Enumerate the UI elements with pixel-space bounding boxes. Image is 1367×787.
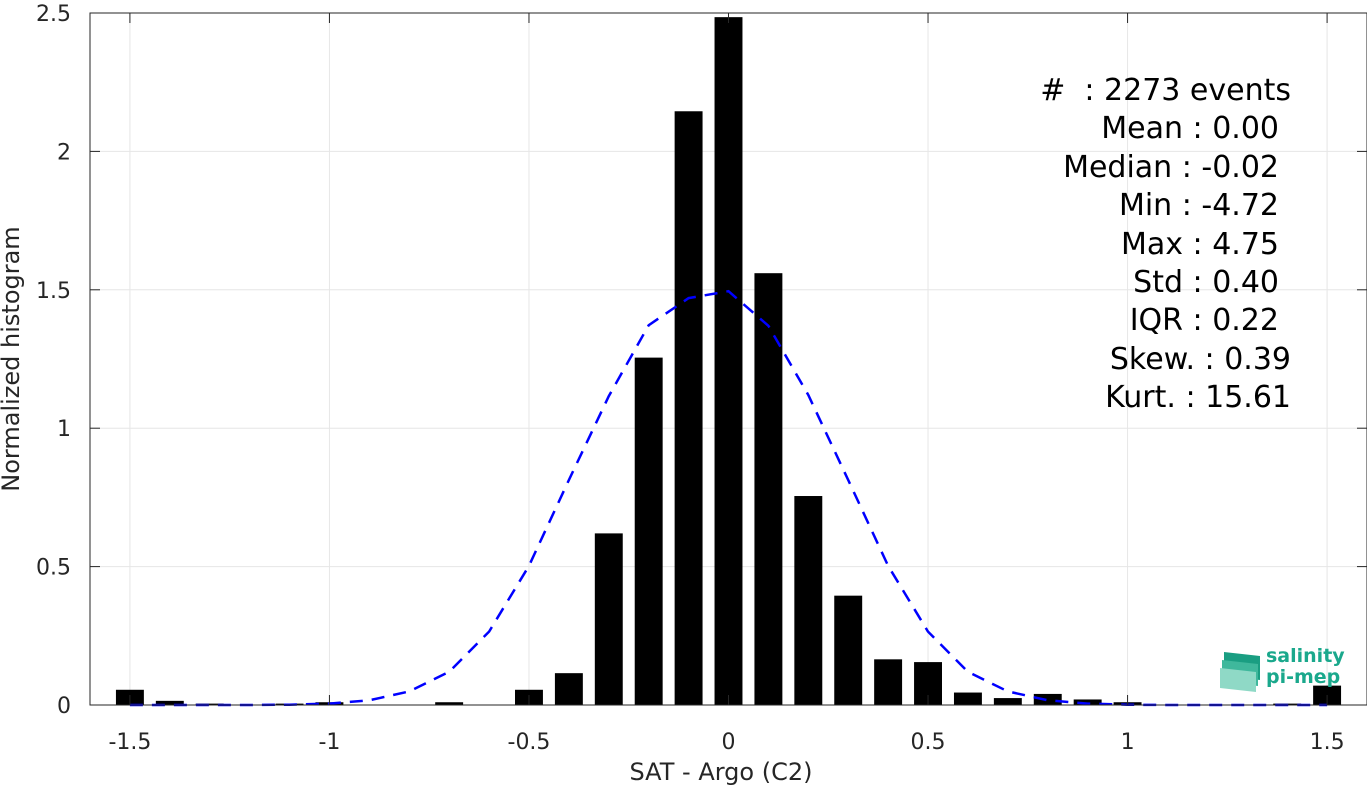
y-tick-label: 2.5	[36, 2, 71, 27]
logo-text: salinity pi-mep	[1266, 646, 1345, 688]
histogram-bar	[754, 273, 783, 705]
stat-count: # : 2273 events	[1040, 73, 1291, 108]
stat-iqr: IQR : 0.22	[1129, 303, 1279, 339]
stat-kurt: Kurt. : 15.61	[1105, 380, 1291, 416]
y-axis-title: Normalized histogram	[0, 226, 25, 491]
y-tick-label: 2	[57, 140, 71, 165]
stat-skew: Skew. : 0.39	[1109, 341, 1291, 377]
histogram-bar	[155, 700, 184, 705]
x-tick-label: 0	[722, 730, 736, 755]
histogram-bar	[794, 496, 823, 705]
y-tick-label: 0.5	[36, 556, 71, 581]
stat-median: Median : -0.02	[1063, 149, 1279, 185]
stat-max: Max : 4.75	[1121, 226, 1279, 262]
salinity-pimep-logo: salinity pi-mep	[1216, 646, 1346, 694]
x-tick-label: -1.5	[108, 730, 151, 755]
histogram-bar	[195, 703, 224, 705]
y-tick-label: 0	[57, 694, 71, 719]
x-tick-label: 1	[1121, 730, 1135, 755]
x-tick-label: 0.5	[911, 730, 946, 755]
stats-box: # : 2273 events Mean : 0.00 Median : -0.…	[1040, 72, 1291, 418]
y-tick-label: 1.5	[36, 279, 71, 304]
histogram-bar	[1033, 693, 1062, 705]
histogram-bar	[594, 533, 623, 705]
x-tick-label: 1.5	[1310, 730, 1345, 755]
histogram-bar	[714, 17, 743, 706]
logo-line-1: salinity	[1266, 645, 1345, 667]
y-tick-label: 1	[57, 417, 71, 442]
logo-line-2: pi-mep	[1266, 666, 1341, 688]
bars	[115, 17, 1342, 706]
histogram-bar	[874, 659, 903, 705]
stat-std: Std : 0.40	[1133, 265, 1279, 301]
histogram-bar	[554, 673, 583, 705]
histogram-bar	[993, 698, 1022, 705]
histogram-bar	[634, 357, 663, 705]
histogram-bar	[435, 702, 464, 705]
x-tick-label: -1	[318, 730, 340, 755]
histogram-bar	[674, 111, 703, 706]
x-tick-label: -0.5	[508, 730, 551, 755]
stat-mean: Mean : 0.00	[1101, 111, 1279, 147]
x-axis-title: SAT - Argo (C2)	[630, 758, 813, 786]
histogram-bar	[1073, 699, 1102, 705]
histogram-bar	[834, 595, 863, 705]
wave-logo-icon	[1220, 652, 1260, 692]
ticks: -1.5 -1 -0.5 0 0.5 1 1.5 0 0.5 1 1.5 2 2.5	[36, 2, 1367, 755]
stat-min: Min : -4.72	[1118, 188, 1279, 224]
histogram-bar	[953, 692, 982, 705]
